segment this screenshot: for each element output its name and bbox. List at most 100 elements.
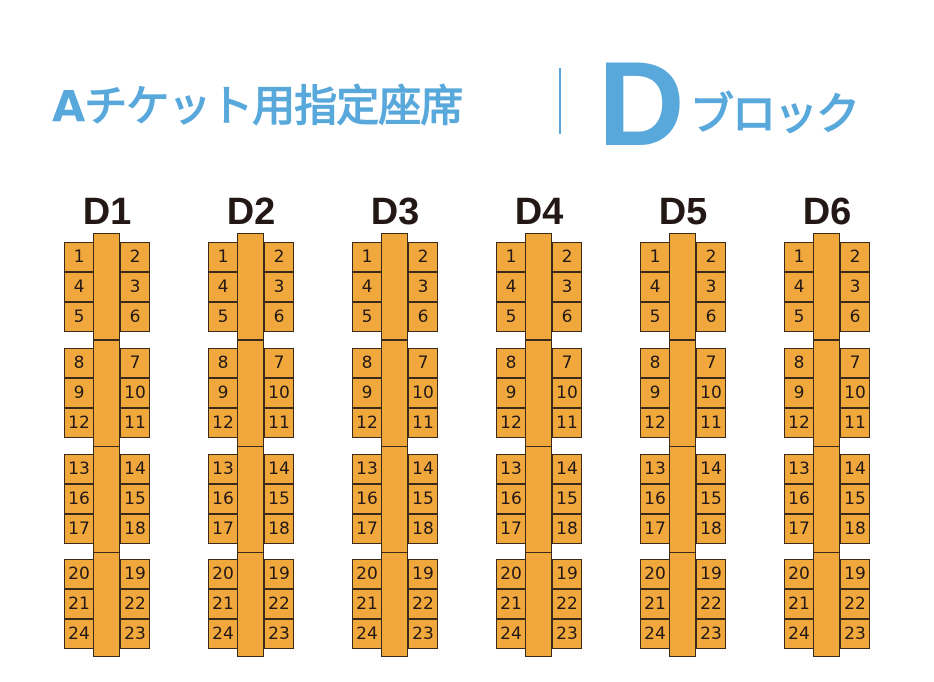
seat-7[interactable]: 7 [408,348,438,378]
seat-7[interactable]: 7 [552,348,582,378]
seat-12[interactable]: 12 [784,408,814,438]
seat-19[interactable]: 19 [120,559,150,589]
seat-15[interactable]: 15 [552,484,582,514]
seat-17[interactable]: 17 [64,514,94,544]
seat-2[interactable]: 2 [408,242,438,272]
seat-1[interactable]: 1 [352,242,382,272]
seat-6[interactable]: 6 [120,302,150,332]
seat-11[interactable]: 11 [696,408,726,438]
seat-16[interactable]: 16 [496,484,526,514]
seat-12[interactable]: 12 [496,408,526,438]
seat-14[interactable]: 14 [264,454,294,484]
seat-8[interactable]: 8 [640,348,670,378]
seat-10[interactable]: 10 [840,378,870,408]
seat-15[interactable]: 15 [696,484,726,514]
seat-1[interactable]: 1 [784,242,814,272]
seat-22[interactable]: 22 [264,589,294,619]
seat-16[interactable]: 16 [784,484,814,514]
seat-18[interactable]: 18 [264,514,294,544]
seat-14[interactable]: 14 [696,454,726,484]
seat-14[interactable]: 14 [120,454,150,484]
seat-22[interactable]: 22 [120,589,150,619]
seat-21[interactable]: 21 [64,589,94,619]
seat-18[interactable]: 18 [408,514,438,544]
seat-9[interactable]: 9 [784,378,814,408]
seat-8[interactable]: 8 [496,348,526,378]
seat-24[interactable]: 24 [640,619,670,649]
seat-23[interactable]: 23 [696,619,726,649]
seat-11[interactable]: 11 [264,408,294,438]
seat-24[interactable]: 24 [352,619,382,649]
seat-12[interactable]: 12 [640,408,670,438]
seat-12[interactable]: 12 [64,408,94,438]
seat-15[interactable]: 15 [840,484,870,514]
seat-22[interactable]: 22 [552,589,582,619]
seat-18[interactable]: 18 [120,514,150,544]
seat-18[interactable]: 18 [552,514,582,544]
seat-8[interactable]: 8 [208,348,238,378]
seat-18[interactable]: 18 [840,514,870,544]
seat-1[interactable]: 1 [640,242,670,272]
seat-22[interactable]: 22 [408,589,438,619]
seat-4[interactable]: 4 [208,272,238,302]
seat-11[interactable]: 11 [552,408,582,438]
seat-23[interactable]: 23 [840,619,870,649]
seat-11[interactable]: 11 [408,408,438,438]
seat-23[interactable]: 23 [264,619,294,649]
seat-12[interactable]: 12 [352,408,382,438]
seat-13[interactable]: 13 [640,454,670,484]
seat-19[interactable]: 19 [696,559,726,589]
seat-14[interactable]: 14 [840,454,870,484]
seat-5[interactable]: 5 [64,302,94,332]
seat-17[interactable]: 17 [352,514,382,544]
seat-5[interactable]: 5 [208,302,238,332]
seat-23[interactable]: 23 [552,619,582,649]
seat-23[interactable]: 23 [120,619,150,649]
seat-7[interactable]: 7 [264,348,294,378]
seat-4[interactable]: 4 [64,272,94,302]
seat-14[interactable]: 14 [552,454,582,484]
seat-13[interactable]: 13 [784,454,814,484]
seat-8[interactable]: 8 [352,348,382,378]
seat-13[interactable]: 13 [352,454,382,484]
seat-13[interactable]: 13 [496,454,526,484]
seat-2[interactable]: 2 [552,242,582,272]
seat-20[interactable]: 20 [784,559,814,589]
seat-4[interactable]: 4 [496,272,526,302]
seat-6[interactable]: 6 [552,302,582,332]
seat-21[interactable]: 21 [352,589,382,619]
seat-22[interactable]: 22 [696,589,726,619]
seat-10[interactable]: 10 [264,378,294,408]
seat-20[interactable]: 20 [640,559,670,589]
seat-9[interactable]: 9 [496,378,526,408]
seat-10[interactable]: 10 [552,378,582,408]
seat-3[interactable]: 3 [552,272,582,302]
seat-18[interactable]: 18 [696,514,726,544]
seat-6[interactable]: 6 [264,302,294,332]
seat-15[interactable]: 15 [264,484,294,514]
seat-2[interactable]: 2 [696,242,726,272]
seat-13[interactable]: 13 [64,454,94,484]
seat-5[interactable]: 5 [352,302,382,332]
seat-7[interactable]: 7 [120,348,150,378]
seat-9[interactable]: 9 [64,378,94,408]
seat-6[interactable]: 6 [696,302,726,332]
seat-20[interactable]: 20 [496,559,526,589]
seat-3[interactable]: 3 [120,272,150,302]
seat-6[interactable]: 6 [408,302,438,332]
seat-2[interactable]: 2 [840,242,870,272]
seat-11[interactable]: 11 [840,408,870,438]
seat-4[interactable]: 4 [352,272,382,302]
seat-9[interactable]: 9 [352,378,382,408]
seat-15[interactable]: 15 [120,484,150,514]
seat-5[interactable]: 5 [784,302,814,332]
seat-21[interactable]: 21 [784,589,814,619]
seat-16[interactable]: 16 [352,484,382,514]
seat-17[interactable]: 17 [784,514,814,544]
seat-19[interactable]: 19 [408,559,438,589]
seat-3[interactable]: 3 [264,272,294,302]
seat-13[interactable]: 13 [208,454,238,484]
seat-14[interactable]: 14 [408,454,438,484]
seat-5[interactable]: 5 [496,302,526,332]
seat-19[interactable]: 19 [552,559,582,589]
